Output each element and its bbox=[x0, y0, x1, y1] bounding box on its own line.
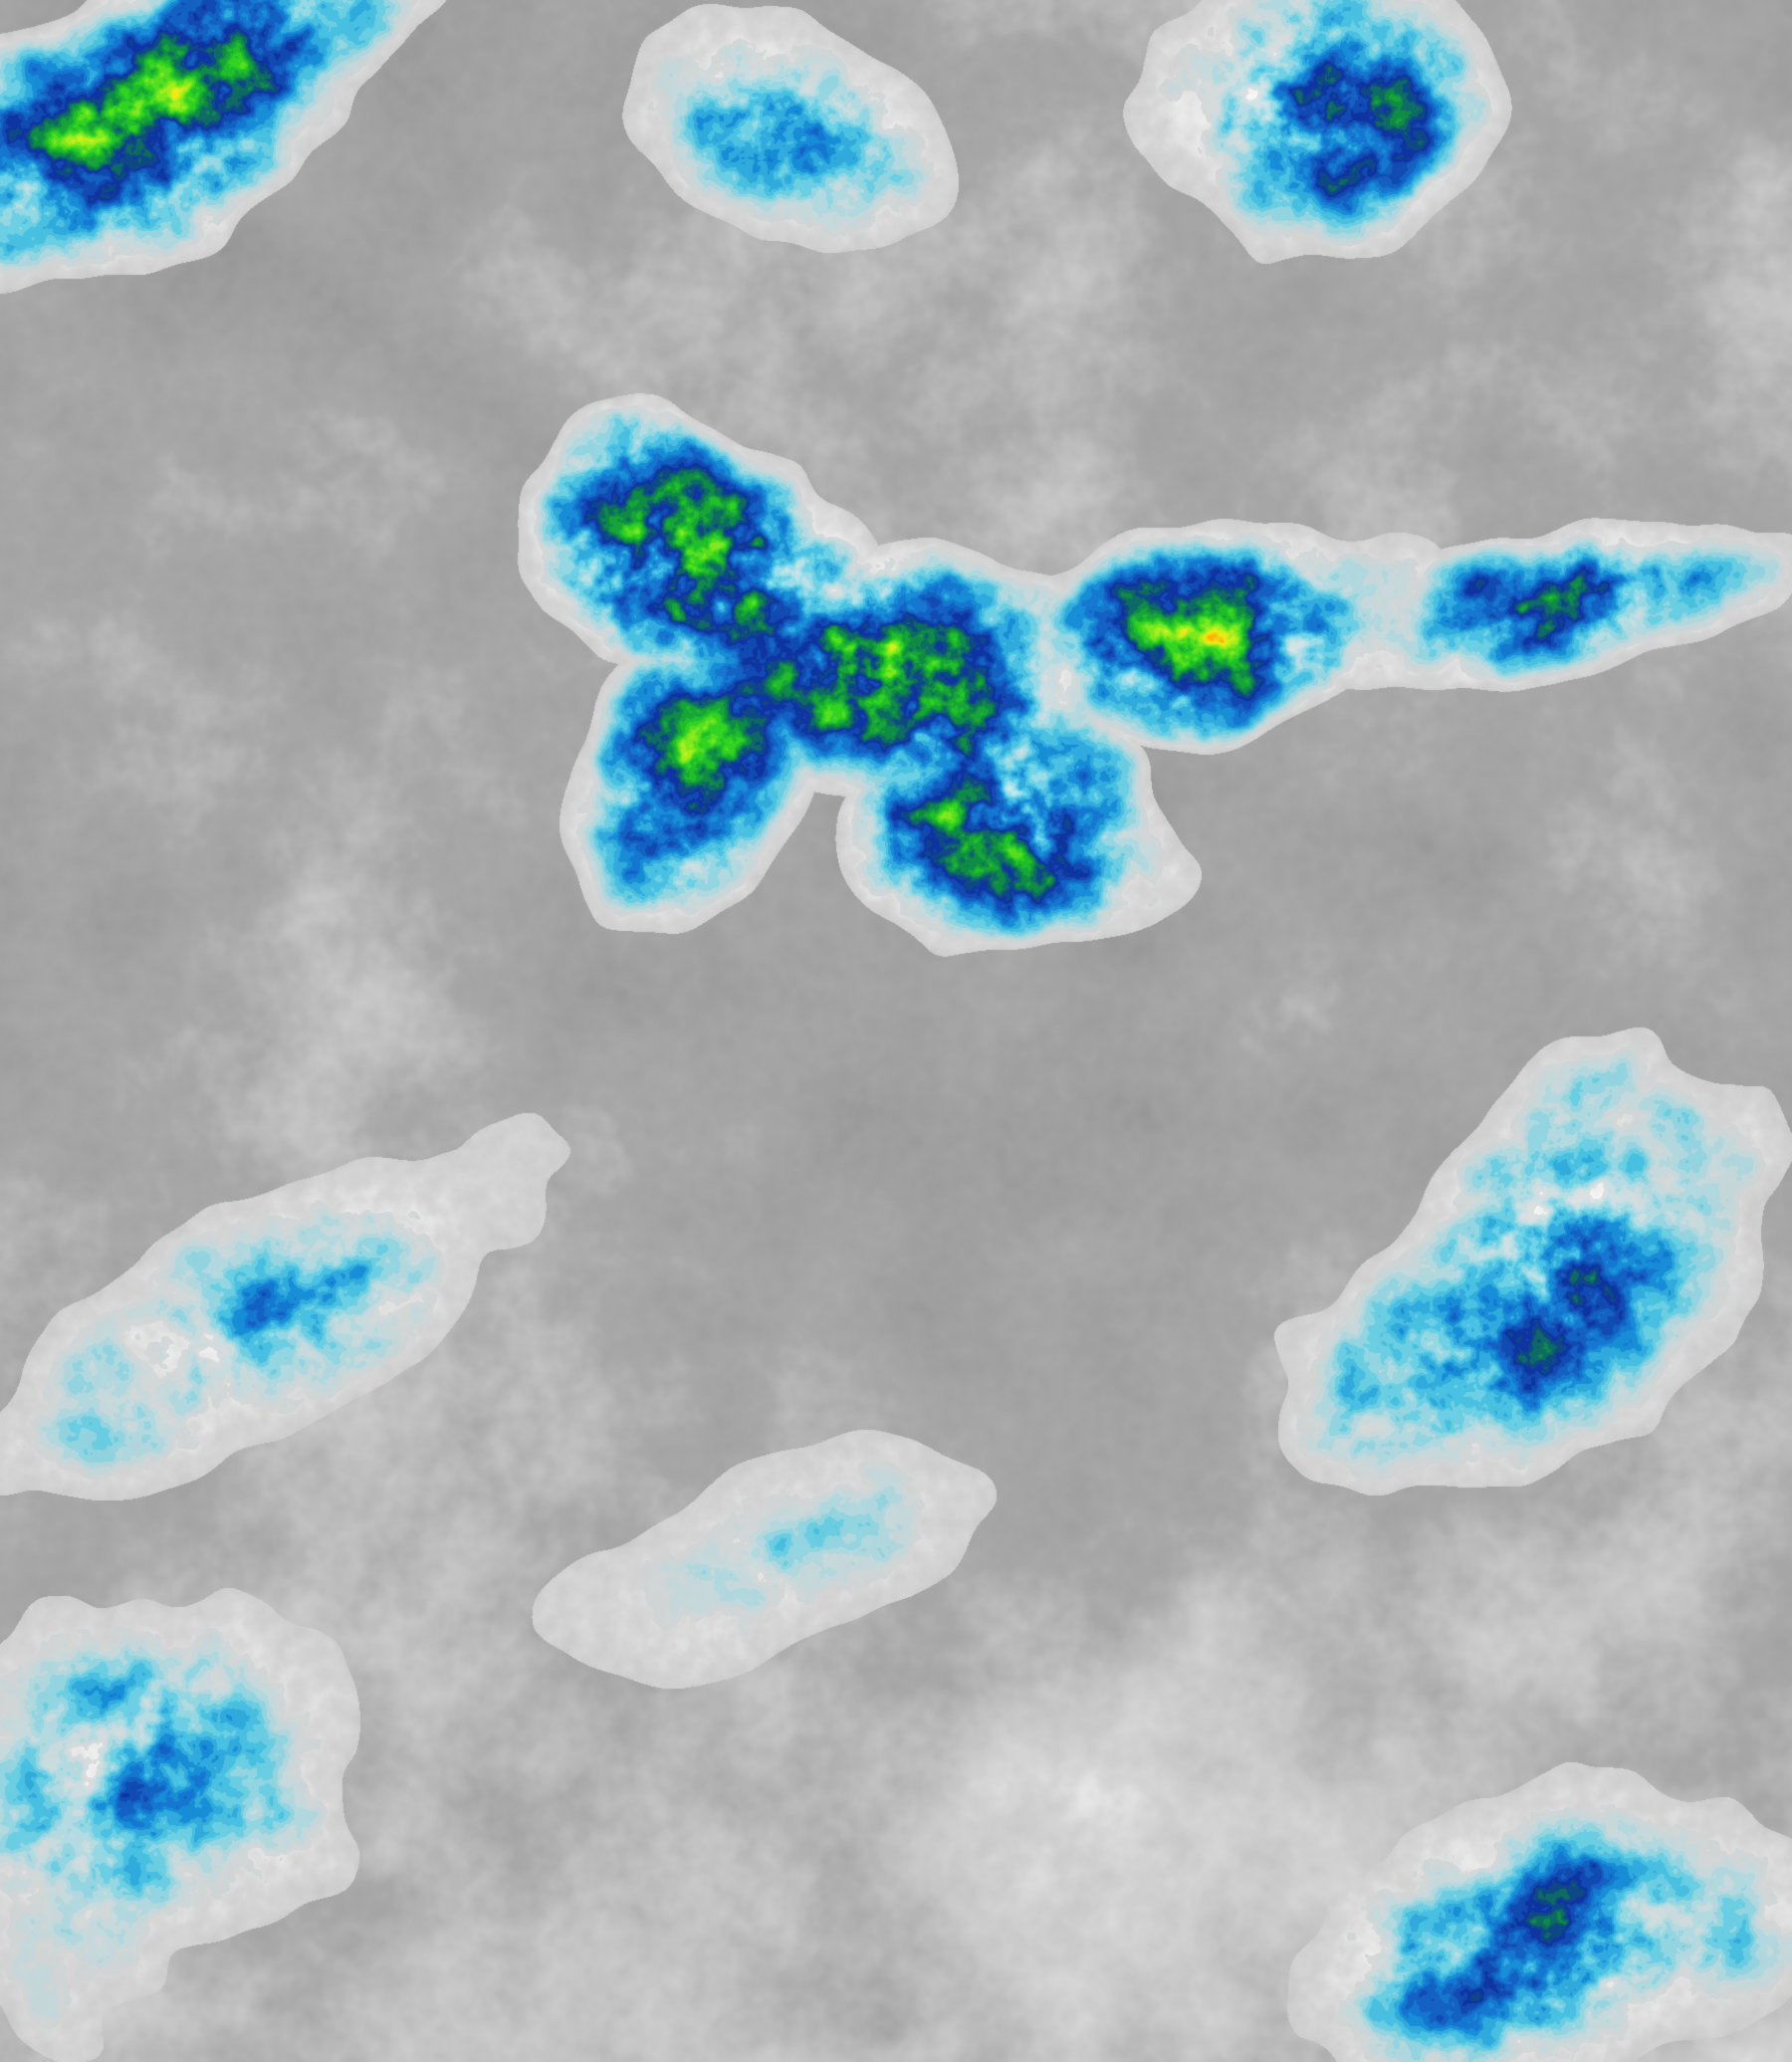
enhanced-infrared-satellite-image bbox=[0, 0, 1792, 2062]
satellite-image-viewport bbox=[0, 0, 1792, 2062]
